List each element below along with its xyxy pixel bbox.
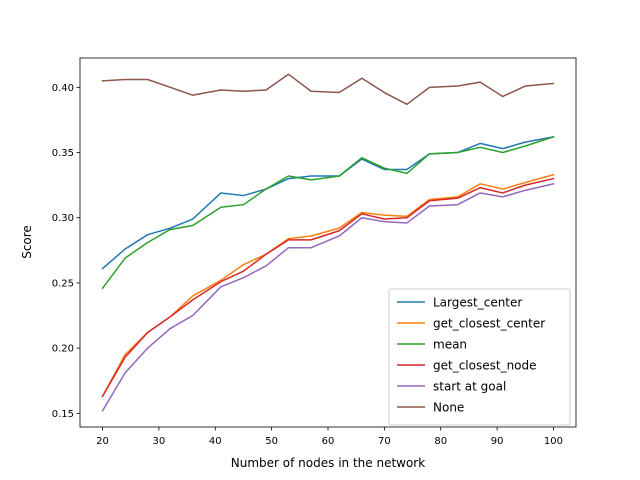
series-line-2 — [101, 135, 555, 290]
series-line-5 — [101, 73, 555, 106]
legend-label-4: start at goal — [433, 380, 506, 394]
x-tick-label: 60 — [322, 436, 335, 447]
x-tick-label: 40 — [209, 436, 222, 447]
y-axis-ticks: 0.15 0.20 0.25 0.30 0.35 0.40 — [52, 83, 80, 420]
legend-label-1: get_closest_center — [433, 317, 545, 331]
y-tick-label: 0.30 — [52, 213, 74, 224]
x-tick-label: 90 — [491, 436, 504, 447]
series-line-0 — [101, 136, 555, 270]
legend-label-3: get_closest_node — [433, 359, 537, 373]
y-tick-label: 0.35 — [52, 148, 74, 159]
legend-label-5: None — [433, 401, 464, 415]
x-tick-label: 100 — [544, 436, 563, 447]
x-axis-label: Number of nodes in the network — [231, 456, 425, 470]
series-line-3 — [101, 177, 555, 398]
y-tick-label: 0.40 — [52, 83, 74, 94]
x-tick-label: 20 — [96, 436, 109, 447]
x-tick-label: 30 — [153, 436, 166, 447]
legend-label-0: Largest_center — [433, 296, 522, 310]
series-layer — [101, 73, 555, 412]
series-line-4 — [101, 182, 555, 412]
y-axis-label: Score — [20, 225, 34, 259]
y-tick-label: 0.15 — [52, 409, 74, 420]
x-tick-label: 70 — [378, 436, 391, 447]
y-tick-label: 0.20 — [52, 344, 74, 355]
legend-box — [388, 288, 571, 426]
legend-label-2: mean — [433, 338, 467, 352]
x-tick-label: 80 — [434, 436, 447, 447]
x-axis-ticks: 20 30 40 50 60 70 80 90 100 — [96, 427, 563, 447]
x-tick-label: 50 — [265, 436, 278, 447]
y-tick-label: 0.25 — [52, 278, 74, 289]
